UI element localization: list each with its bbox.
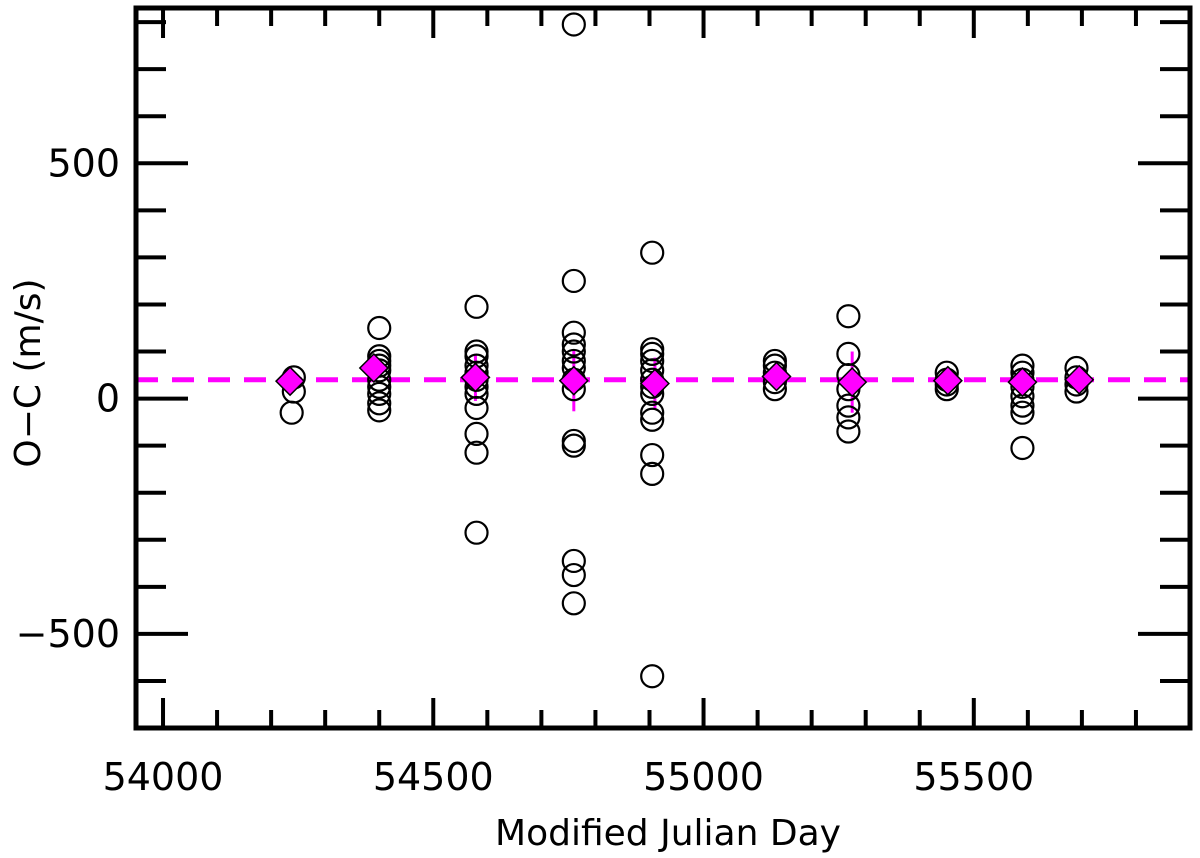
residual-point xyxy=(561,548,586,574)
y-tick-label: 500 xyxy=(47,141,120,185)
residual-point xyxy=(640,664,665,689)
residual-point xyxy=(561,428,586,454)
residual-point xyxy=(367,315,392,341)
residual-point xyxy=(1010,400,1035,425)
binned-mean-diamond xyxy=(274,366,306,397)
residual-points-layer xyxy=(279,12,1089,689)
residual-point xyxy=(640,461,665,486)
axis-ticks xyxy=(136,8,1192,728)
y-axis-title: O−C (m/s) xyxy=(8,278,49,467)
plot-frame xyxy=(133,5,1193,731)
x-tick-label: 55500 xyxy=(913,755,1034,799)
residual-point xyxy=(561,339,586,364)
residual-point xyxy=(561,320,586,345)
x-tick-label: 54500 xyxy=(373,755,494,799)
binned-mean-layer xyxy=(274,352,1095,399)
binned-mean-diamond xyxy=(639,368,670,399)
x-tick-labels: 54000 54500 55000 55500 xyxy=(103,755,1035,799)
binned-mean-diamond xyxy=(358,352,389,384)
residual-point xyxy=(367,381,392,406)
binned-mean-diamond xyxy=(558,365,589,396)
residual-point xyxy=(640,240,665,265)
residual-point xyxy=(836,304,861,329)
residual-point xyxy=(640,400,665,425)
residual-point xyxy=(1010,435,1035,461)
binned-mean-diamond xyxy=(1007,367,1038,398)
residual-point xyxy=(464,421,489,446)
x-axis-title: Modified Julian Day xyxy=(495,813,841,854)
residual-point xyxy=(561,433,586,458)
binned-mean-diamond xyxy=(1064,364,1095,395)
residual-point xyxy=(367,398,392,423)
binned-mean-diamond xyxy=(837,367,868,398)
residual-point xyxy=(640,442,665,468)
residual-point xyxy=(836,341,861,366)
residual-point xyxy=(464,520,489,545)
residual-point xyxy=(464,440,489,465)
residual-point xyxy=(836,405,861,430)
x-tick-label: 54000 xyxy=(103,755,224,799)
y-tick-labels: −500 0 500 xyxy=(16,141,120,656)
residual-point xyxy=(836,393,861,418)
residual-point xyxy=(561,268,586,294)
y-tick-label: 0 xyxy=(96,377,120,421)
residual-point xyxy=(561,12,586,37)
residual-point xyxy=(464,294,489,319)
residual-point xyxy=(561,332,586,357)
binned-mean-diamond xyxy=(460,362,491,393)
binned-mean-diamond xyxy=(932,365,963,396)
residual-point xyxy=(561,591,586,616)
residual-point xyxy=(464,395,489,421)
y-tick-label: −500 xyxy=(16,612,120,656)
residual-point xyxy=(836,419,861,444)
residual-point xyxy=(367,391,392,416)
residual-point xyxy=(640,407,665,432)
residual-point xyxy=(561,562,586,588)
residual-point xyxy=(279,400,304,425)
binned-mean-diamond xyxy=(761,361,792,392)
residual-point xyxy=(640,341,665,366)
x-tick-label: 55000 xyxy=(643,755,764,799)
